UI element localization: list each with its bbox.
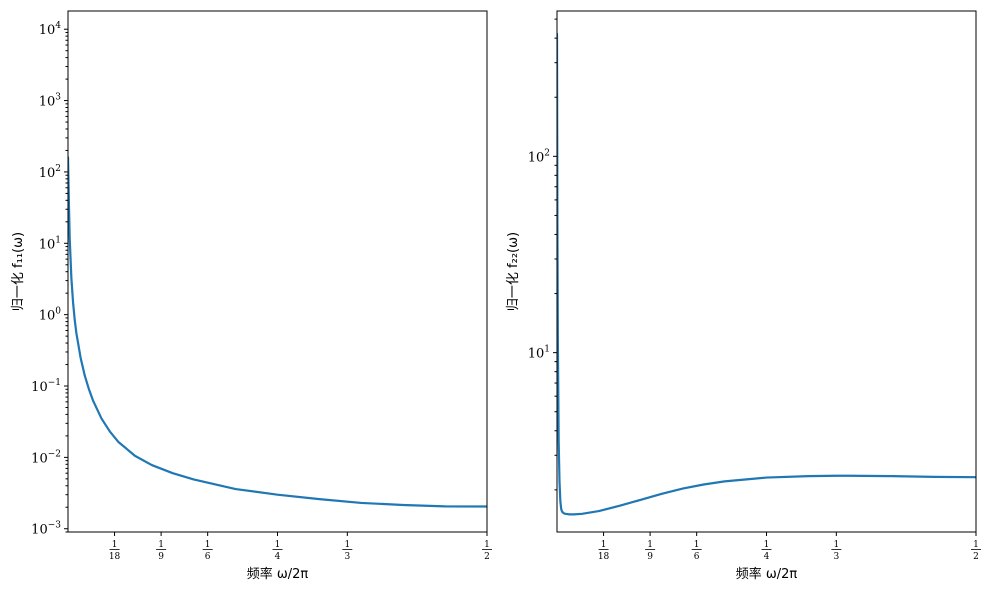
x-axis-label: 频率 ω/2π <box>247 566 309 582</box>
y-tick-label: 101 <box>528 345 550 362</box>
y-axis-label: 归一化 f₂₂(ω) <box>506 232 521 311</box>
y-tick-label: 104 <box>39 21 62 38</box>
y-tick-label: 10−1 <box>31 378 61 395</box>
x-tick-label-denominator: 6 <box>694 552 700 562</box>
x-tick-label-denominator: 18 <box>598 552 610 562</box>
x-tick-label-denominator: 9 <box>158 552 164 562</box>
x-tick-label-denominator: 2 <box>973 552 979 562</box>
x-tick-label-numerator: 1 <box>275 540 281 550</box>
y-tick-label: 102 <box>528 148 550 165</box>
x-tick-label-denominator: 2 <box>484 552 490 562</box>
y-tick-label: 10−2 <box>31 449 61 466</box>
x-tick-label-denominator: 6 <box>205 552 211 562</box>
x-tick-label-numerator: 1 <box>344 540 350 550</box>
y-tick-label: 100 <box>39 307 62 324</box>
x-tick-label-denominator: 18 <box>109 552 121 562</box>
x-tick-label-denominator: 3 <box>833 552 839 562</box>
x-tick-label-numerator: 1 <box>158 540 164 550</box>
x-tick-label-denominator: 9 <box>647 552 653 562</box>
x-tick-label-numerator: 1 <box>205 540 211 550</box>
x-tick-label-numerator: 1 <box>973 540 979 550</box>
x-tick-label-numerator: 1 <box>647 540 653 550</box>
x-tick-label-numerator: 1 <box>694 540 700 550</box>
chart-right: 1 18 1 9 1 6 1 4 1 3 1 2 101 102 频率 ω/2π 归一化 f₂₂(ω) <box>506 10 981 582</box>
x-tick-label-numerator: 1 <box>484 540 490 550</box>
y-tick-label: 101 <box>39 235 61 252</box>
x-axis-label: 频率 ω/2π <box>736 566 798 582</box>
series-line-0 <box>68 156 487 508</box>
y-tick-label: 10−3 <box>31 521 61 538</box>
x-tick-label-numerator: 1 <box>112 540 118 550</box>
x-tick-label-numerator: 1 <box>764 540 770 550</box>
series-line-0 <box>557 32 976 516</box>
x-tick-label-numerator: 1 <box>601 540 607 550</box>
x-tick-label-denominator: 4 <box>275 552 281 562</box>
y-tick-label: 103 <box>39 93 62 110</box>
chart-left: 1 18 1 9 1 6 1 4 1 3 1 2 10−3 10−2 10−1 100 101 102 103 104… <box>11 10 492 582</box>
y-tick-label: 102 <box>39 164 61 181</box>
x-tick-label-denominator: 4 <box>764 552 770 562</box>
x-tick-label-numerator: 1 <box>833 540 839 550</box>
x-tick-label-denominator: 3 <box>344 552 350 562</box>
y-axis-label: 归一化 f₁₁(ω) <box>11 232 26 311</box>
